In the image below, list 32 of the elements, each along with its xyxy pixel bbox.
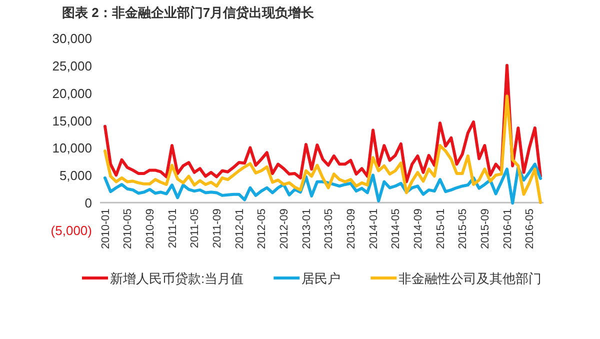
x-tick-label: 2012-05 xyxy=(256,208,268,249)
x-tick-label: 2014-09 xyxy=(412,208,425,249)
x-tick-label: 2011-09 xyxy=(212,208,224,248)
legend-label: 非金融性公司及其他部门 xyxy=(398,271,542,286)
legend-label: 居民户 xyxy=(302,271,341,286)
y-tick-label: 30,000 xyxy=(52,31,92,46)
x-tick-label: 2015-05 xyxy=(457,208,470,249)
x-tick-label: 2014-05 xyxy=(390,208,402,249)
y-tick-label: 20,000 xyxy=(52,86,92,101)
y-tick-label: (5,000) xyxy=(50,223,92,238)
chart-title: 图表 2：非金融企业部门7月信贷出现负增长 xyxy=(62,5,316,20)
x-tick-label: 2015-01 xyxy=(434,208,447,249)
legend-label: 新增人民币贷款:当月值 xyxy=(110,271,244,286)
y-tick-label: 10,000 xyxy=(52,140,92,156)
y-tick-label: 15,000 xyxy=(52,113,92,128)
x-tick-label: 2013-05 xyxy=(323,208,336,249)
x-tick-label: 2012-09 xyxy=(278,208,291,249)
x-tick-label: 2016-05 xyxy=(524,208,536,249)
x-tick-label: 2010-01 xyxy=(100,208,112,249)
x-tick-label: 2014-01 xyxy=(368,208,380,249)
x-tick-label: 2010-09 xyxy=(144,208,157,249)
x-tick-label: 2012-01 xyxy=(234,208,246,249)
x-tick-label: 2010-05 xyxy=(122,208,134,249)
x-tick-label: 2011-01 xyxy=(166,208,179,248)
y-tick-label: 25,000 xyxy=(52,58,92,74)
x-tick-label: 2015-09 xyxy=(480,208,492,249)
x-tick-label: 2013-01 xyxy=(300,208,313,249)
x-tick-label: 2013-09 xyxy=(346,208,358,249)
x-tick-label: 2011-05 xyxy=(189,208,202,248)
y-tick-label: 5,000 xyxy=(59,168,92,184)
x-tick-label: 2016-01 xyxy=(502,208,514,249)
y-tick-label: 0 xyxy=(84,196,92,211)
